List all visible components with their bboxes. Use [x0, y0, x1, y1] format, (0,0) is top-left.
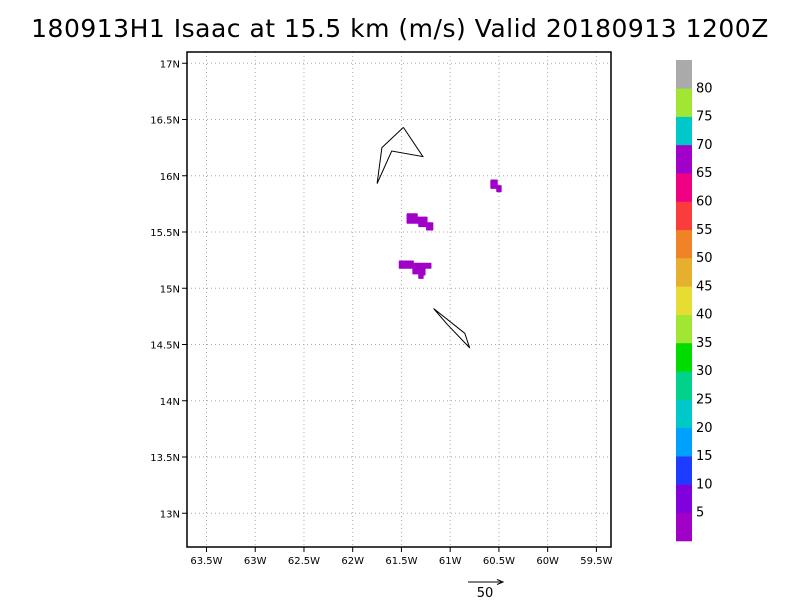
- coastline: [433, 308, 471, 349]
- colorbar-label: 50: [696, 251, 713, 266]
- colorbar-swatch: [676, 229, 692, 259]
- wind-speed-patch: [490, 179, 502, 193]
- colorbar-label: 25: [696, 393, 713, 408]
- y-tick-label: 14.5N: [150, 341, 180, 352]
- x-tick-label: 61.5W: [385, 556, 417, 567]
- colorbar-label: 75: [696, 110, 713, 125]
- grid: [187, 52, 611, 547]
- colorbar-swatch: [676, 314, 692, 344]
- colorbar-swatch: [676, 201, 692, 231]
- colorbar-label: 65: [696, 166, 713, 181]
- colorbar-swatch: [676, 456, 692, 485]
- colorbar-label: 10: [696, 477, 713, 492]
- colorbar-swatch: [676, 258, 692, 287]
- y-tick-label: 13.5N: [150, 453, 180, 464]
- colorbar-label: 5: [696, 506, 704, 521]
- colorbar-swatch: [676, 88, 692, 117]
- y-tick-label: 16.5N: [150, 116, 180, 127]
- colorbar-swatch: [676, 342, 692, 372]
- x-tick-label: 60.5W: [483, 556, 515, 567]
- colorbar-swatch: [676, 60, 692, 89]
- colorbar-swatch: [676, 144, 692, 174]
- colorbar-label: 60: [696, 195, 713, 210]
- coastline: [376, 127, 424, 184]
- colorbar-label: 20: [696, 421, 713, 436]
- coastlines: [376, 127, 471, 349]
- colorbar-label: 15: [696, 449, 713, 464]
- wind-speed-patch: [406, 213, 434, 231]
- colorbar-swatch: [676, 286, 692, 315]
- colorbar-swatch: [676, 512, 692, 542]
- plot-frame: [186, 51, 612, 548]
- y-tick-label: 15.5N: [150, 228, 180, 239]
- wind-speed-patches: [398, 179, 502, 279]
- y-axis: 13N 13.5N 14N 14.5N 15N 15.5N 16N 16.5N 17N: [150, 59, 187, 520]
- colorbar-swatch: [676, 484, 692, 513]
- x-tick-label: 63W: [244, 556, 267, 567]
- x-tick-label: 59.5W: [580, 556, 612, 567]
- x-tick-label: 61W: [439, 556, 462, 567]
- x-axis: 63.5W 63W 62.5W 62W 61.5W 61W 60.5W 60W 59.5W: [190, 547, 613, 567]
- colorbar-label: 45: [696, 279, 713, 294]
- reference-vector-arrowhead: [496, 579, 505, 585]
- colorbar-label: 70: [696, 138, 713, 153]
- reference-vector-label: 50: [477, 586, 494, 600]
- colorbar-swatch: [676, 116, 692, 146]
- colorbar-label: 40: [696, 308, 713, 323]
- y-tick-label: 15N: [160, 284, 180, 295]
- y-tick-label: 16N: [160, 172, 180, 183]
- colorbar-swatch: [676, 399, 692, 429]
- x-tick-label: 60W: [536, 556, 559, 567]
- colorbar-swatch: [676, 371, 692, 400]
- colorbar-swatch: [676, 173, 692, 202]
- y-tick-label: 17N: [160, 59, 180, 70]
- colorbar-label: 30: [696, 364, 713, 379]
- y-tick-label: 13N: [160, 509, 180, 520]
- chart-title: 180913H1 Isaac at 15.5 km (m/s) Valid 20…: [31, 14, 769, 43]
- wind-speed-patch: [398, 260, 432, 279]
- colorbar-label: 35: [696, 336, 713, 351]
- reference-vector: 50: [468, 579, 505, 600]
- colorbar: 5 10 15 20 25 30 35 40 45 50 55 60 65 70 75 80: [676, 60, 713, 542]
- colorbar-swatch: [676, 427, 692, 457]
- x-tick-label: 62W: [341, 556, 364, 567]
- x-tick-label: 63.5W: [190, 556, 222, 567]
- colorbar-label: 55: [696, 223, 713, 238]
- colorbar-label: 80: [696, 81, 713, 96]
- x-tick-label: 62.5W: [288, 556, 320, 567]
- y-tick-label: 14N: [160, 397, 180, 408]
